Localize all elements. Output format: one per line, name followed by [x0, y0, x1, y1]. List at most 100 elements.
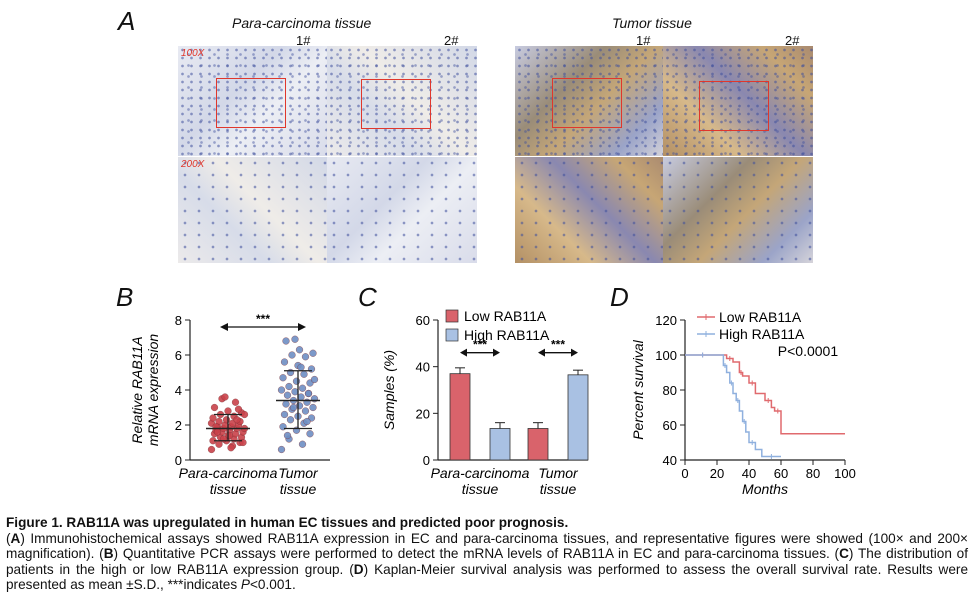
caption-text-d: ) Kaplan-Meier survival analysis was per… — [6, 561, 969, 593]
data-point — [306, 430, 314, 438]
y-tick-label: 4 — [175, 383, 182, 398]
caption-label-b: B — [103, 546, 114, 562]
data-point — [231, 398, 240, 406]
y-tick-label: 20 — [416, 406, 430, 421]
x-category-label: tissue — [540, 481, 577, 497]
zoom-region-box — [361, 79, 431, 129]
significance-label: *** — [256, 312, 270, 326]
survival-curve — [685, 354, 781, 458]
legend-swatch — [445, 309, 459, 323]
x-category-label: Tumor — [278, 465, 319, 481]
panel-letter-c: C — [358, 282, 377, 312]
survival-curve — [685, 354, 845, 435]
magnification-label: 200X — [181, 159, 205, 170]
caption-label-a: A — [10, 530, 21, 546]
data-point — [309, 349, 317, 357]
caption-p-symbol: P — [240, 577, 250, 593]
data-point — [298, 440, 307, 448]
caption-p-tail: <0.001. — [249, 577, 296, 593]
caption-text-b: ) Quantitative PCR assays were performed… — [113, 546, 840, 562]
arrow-head-right — [571, 348, 578, 357]
y-tick-label: 0 — [423, 453, 430, 468]
micrograph-para-1-100x: 100X — [178, 46, 328, 156]
legend-swatch — [445, 328, 459, 342]
y-tick-label: 2 — [175, 418, 182, 433]
data-point — [301, 407, 310, 415]
data-point — [298, 384, 307, 392]
y-tick-label: 8 — [175, 313, 182, 328]
data-point — [222, 416, 231, 424]
y-tick-label: 40 — [663, 453, 677, 468]
y-tick-label: 60 — [416, 313, 430, 328]
data-point — [286, 416, 295, 424]
bar — [527, 428, 549, 461]
data-point — [209, 414, 217, 422]
sample-label-para-1: 1# — [296, 33, 311, 48]
zoom-region-box — [699, 81, 769, 131]
x-category-label: tissue — [280, 481, 317, 497]
arrow-head-left — [220, 323, 228, 331]
group-title-tumor: Tumor tissue — [612, 15, 692, 31]
group-title-para: Para-carcinoma tissue — [232, 15, 372, 31]
magnification-label: 100X — [181, 48, 205, 59]
data-point — [282, 400, 290, 408]
data-point — [225, 431, 234, 440]
data-point — [304, 389, 313, 398]
p-value-label: P<0.0001 — [778, 343, 839, 359]
data-point — [285, 382, 293, 391]
data-point — [221, 393, 229, 401]
data-point — [279, 374, 287, 382]
figure-caption: Figure 1. RAB11A was upregulated in huma… — [6, 515, 969, 593]
y-axis-label: Percent survival — [630, 339, 646, 439]
data-point — [213, 428, 222, 436]
data-point — [224, 407, 232, 415]
micrograph-para-2-200x — [327, 157, 477, 263]
bar — [489, 428, 511, 461]
zoom-region-box — [552, 78, 622, 128]
data-point — [291, 335, 299, 343]
caption-label-d: D — [353, 561, 364, 577]
data-point — [227, 444, 235, 452]
data-point — [295, 346, 304, 354]
data-point — [292, 377, 301, 385]
arrow-head-left — [538, 348, 545, 357]
y-tick-label: 60 — [663, 418, 677, 433]
panel-letter-b: B — [116, 282, 134, 312]
legend-label: Low RAB11A — [464, 308, 547, 324]
y-tick-label: 40 — [416, 360, 430, 375]
sample-label-tumor-1: 1# — [636, 33, 651, 48]
data-point — [282, 337, 290, 345]
data-point — [300, 370, 308, 378]
data-point — [303, 417, 311, 426]
data-point — [288, 351, 296, 359]
arrow-head-left — [460, 348, 467, 357]
caption-title: Figure 1. RAB11A was upregulated in huma… — [6, 515, 569, 530]
micrograph-para-2-100x — [327, 46, 477, 156]
panel-letter-a: A — [118, 6, 136, 36]
significance-label: *** — [473, 338, 487, 352]
bar — [567, 374, 589, 461]
legend-label: Low RAB11A — [719, 309, 802, 325]
chart-b-scatter: 0 2 4 6 8 Relative RAB11AmRNA expression Para-… — [129, 312, 330, 497]
y-tick-label: 100 — [655, 348, 677, 363]
data-point — [234, 405, 243, 413]
data-point — [210, 403, 219, 412]
micrograph-para-1-200x: 200X — [178, 157, 328, 263]
y-axis-label: Relative RAB11AmRNA expression — [129, 334, 161, 447]
data-point — [297, 363, 305, 371]
data-point — [301, 353, 310, 361]
micrograph-tumor-1-100x — [515, 46, 665, 156]
arrow-head-right — [298, 323, 306, 331]
panel-letter-d: D — [610, 282, 629, 312]
data-point — [240, 410, 249, 419]
sample-label-para-2: 2# — [444, 33, 459, 48]
data-point — [309, 403, 317, 412]
data-point — [283, 431, 292, 440]
legend-label: High RAB11A — [719, 326, 805, 342]
y-axis-label: Samples (%) — [381, 350, 397, 430]
data-point — [283, 391, 292, 399]
data-point — [310, 375, 319, 384]
x-category-label: Para-carcinoma — [179, 465, 278, 481]
chart-d-survival: 40 60 80 100 120 0 20 40 60 80 100 Months Percent su… — [630, 309, 856, 497]
